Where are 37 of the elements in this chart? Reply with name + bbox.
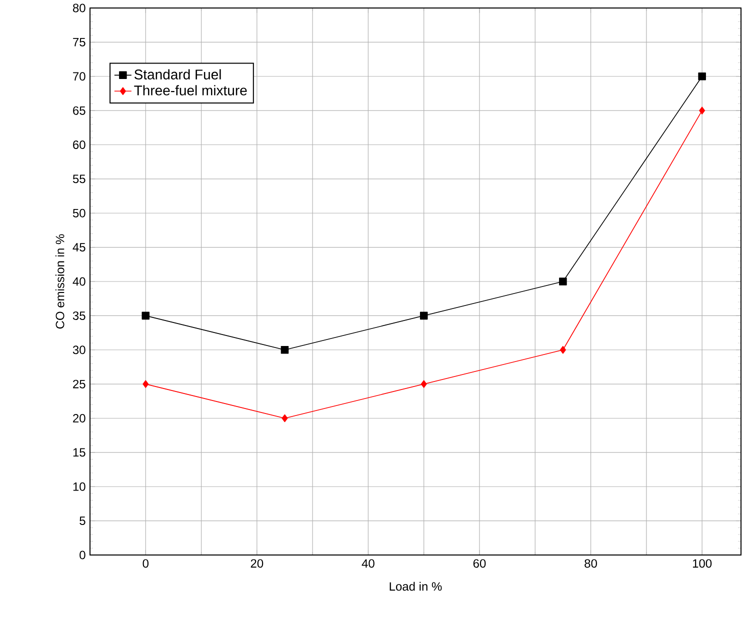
point: [142, 380, 149, 388]
point: [559, 278, 567, 286]
y-tick-label: 5: [80, 516, 86, 526]
point: [699, 106, 706, 114]
y-tick-label: 70: [73, 72, 86, 81]
point: [142, 312, 150, 320]
y-axis-title: CO emission in %: [55, 234, 64, 329]
y-tick-label: 75: [73, 38, 86, 46]
y-tick-label: 50: [72, 208, 86, 218]
x-axis-title: Load in %: [390, 582, 442, 591]
y-tick-label: 60: [73, 140, 86, 150]
y-tick-label: 20: [73, 414, 86, 423]
point: [420, 380, 427, 388]
y-tick-label: 45: [72, 243, 86, 252]
x-tick-label: 80: [584, 559, 597, 568]
y-tick-label: 15: [73, 448, 86, 457]
x-tick-label: 40: [362, 559, 374, 568]
point: [560, 346, 566, 354]
point: [698, 72, 706, 80]
y-tick-label: 65: [73, 106, 86, 115]
y-tick-label: 0: [80, 550, 86, 560]
y-tick-label: 30: [72, 346, 86, 354]
x-tick-label: 20: [250, 559, 264, 568]
point: [282, 414, 288, 422]
y-tick-label: 10: [73, 482, 86, 491]
x-tick-label: 60: [473, 559, 486, 568]
point: [420, 312, 428, 320]
y-tick-label: 55: [72, 174, 86, 184]
y-tick-label: 25: [73, 380, 86, 388]
point: [280, 346, 289, 354]
x-tick-label: 0: [142, 559, 149, 568]
y-tick-label: 40: [72, 277, 86, 286]
legend-label: Three-fuel mixture: [134, 85, 247, 96]
x-tick-label: 100: [692, 559, 712, 568]
y-tick-label: 35: [72, 311, 86, 320]
legend-label: Standard Fuel: [134, 69, 221, 80]
y-tick-label: 80: [72, 4, 86, 12]
